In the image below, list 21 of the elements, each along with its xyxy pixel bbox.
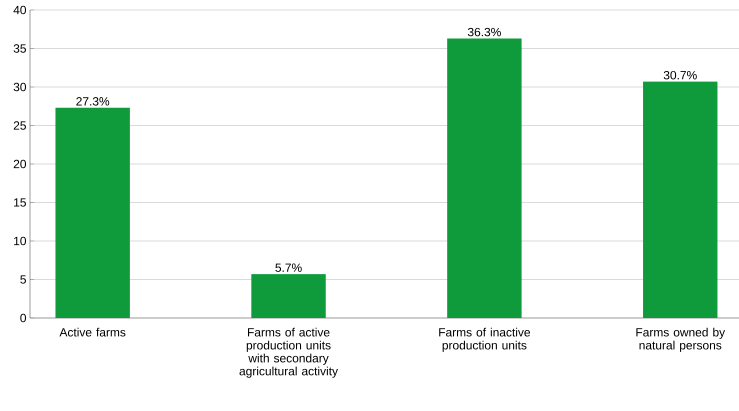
y-tick-label: 30 <box>14 82 26 92</box>
bar <box>251 274 326 318</box>
data-label: 27.3% <box>76 97 110 106</box>
y-tick-label: 5 <box>20 275 26 284</box>
data-label: 30.7% <box>664 70 697 80</box>
bar <box>643 82 718 318</box>
y-tick-label: 35 <box>14 44 26 53</box>
y-tick-label: 10 <box>14 236 26 246</box>
x-tick-label: Active farms <box>59 328 126 337</box>
data-label: 36.3% <box>468 28 501 36</box>
x-tick-label: Farms of inactive production units <box>439 328 530 352</box>
x-tick-label: Farms of active production units with secondary agricultural activity <box>240 328 338 378</box>
y-tick-label: 15 <box>14 198 26 207</box>
x-tick-label: Farms owned by natural persons <box>636 328 726 352</box>
data-label: 5.7% <box>275 264 302 272</box>
y-tick-label: 25 <box>14 121 26 130</box>
y-tick-label: 20 <box>14 160 26 168</box>
y-tick-label: 0 <box>20 314 26 322</box>
y-tick-label: 40 <box>13 6 26 14</box>
bar <box>55 108 130 318</box>
bar <box>447 38 522 318</box>
